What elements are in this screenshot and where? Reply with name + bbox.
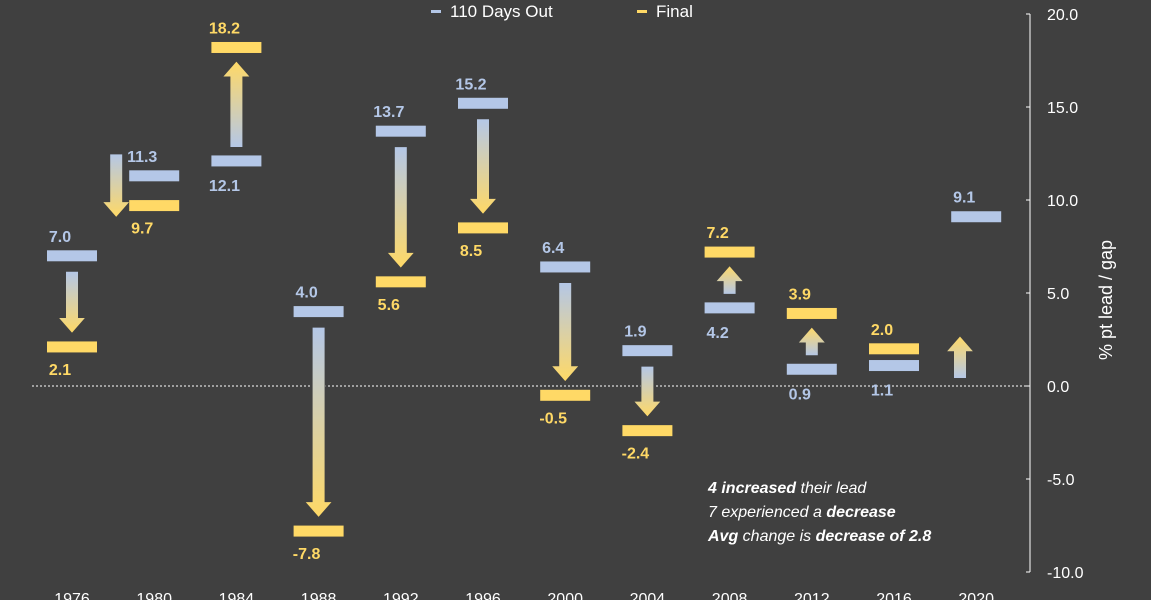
x-tick-label: 2000 — [547, 591, 583, 600]
y-ticks: 20.0 15.0 10.0 5.0 0.0 -5.0 -10.0 — [1026, 7, 1084, 582]
label-final: 9.7 — [131, 221, 153, 238]
label-110-days-out: 13.7 — [373, 104, 404, 121]
label-110-days-out: 4.0 — [295, 285, 317, 302]
marker-final — [375, 276, 426, 288]
y-tick-label: 15.0 — [1047, 100, 1078, 117]
label-110-days-out: 9.1 — [953, 190, 975, 207]
label-final: 3.9 — [789, 286, 811, 303]
marker-110-days-out — [375, 125, 426, 137]
marker-final — [47, 341, 97, 353]
x-tick-label: 2008 — [712, 591, 748, 600]
label-final: -7.8 — [293, 546, 321, 563]
arrow-down — [550, 281, 581, 383]
label-110-days-out: 11.3 — [127, 149, 157, 166]
marker-final — [129, 200, 180, 212]
x-tick-label: 1988 — [301, 591, 337, 600]
x-tick-label: 2012 — [794, 591, 830, 600]
x-tick-label: 1980 — [136, 591, 172, 600]
marker-final — [540, 389, 591, 401]
note-line-2: 7 experienced a decrease — [708, 504, 896, 521]
y-tick-label: -10.0 — [1047, 565, 1084, 582]
note-line-3: Avg change is decrease of 2.8 — [707, 528, 931, 545]
label-110-days-out: 15.2 — [455, 76, 486, 93]
note-line-3-mid: change is — [738, 528, 815, 545]
marker-final — [786, 307, 837, 319]
marker-final — [622, 425, 673, 437]
marker-110-days-out — [951, 211, 1002, 223]
summary-notes: 4 increased their lead 7 experienced a d… — [707, 480, 931, 545]
label-110-days-out: 1.9 — [624, 324, 646, 341]
marker-110-days-out — [211, 155, 262, 167]
marker-final — [293, 525, 344, 537]
x-tick-label: 1992 — [383, 591, 419, 600]
x-ticks: 1976 1980 1984 1988 1992 1996 2000 2004 2008 2012… — [54, 591, 994, 600]
legend-label-110-days-out: 110 Days Out — [450, 2, 553, 21]
label-110-days-out: 1.1 — [871, 383, 893, 400]
arrow-up — [714, 264, 745, 295]
marker-110-days-out — [704, 302, 755, 314]
y-tick-label: 5.0 — [1047, 286, 1069, 303]
note-line-3-start: Avg — [707, 528, 738, 545]
legend-swatch-110-days-out — [431, 10, 441, 13]
note-line-2-bold: decrease — [826, 504, 895, 521]
marker-110-days-out — [293, 306, 344, 318]
label-final: 7.2 — [706, 225, 728, 242]
marker-110-days-out — [622, 345, 673, 357]
arrow-down — [467, 118, 499, 216]
arrow-up — [796, 326, 827, 357]
y-axis-title: % pt lead / gap — [1096, 240, 1116, 360]
y-tick-label: 10.0 — [1047, 193, 1078, 210]
y-tick-label: -5.0 — [1047, 472, 1075, 489]
label-final: 2.1 — [49, 362, 71, 379]
arrow-down — [385, 146, 416, 270]
dumbbell-marks: 7.0 2.1 11.3 9.7 12.1 18.2 4.0 -7.8 13.7 5.6 15.2 8… — [47, 20, 1002, 563]
arrow-up — [221, 60, 252, 148]
legend-label-final: Final — [656, 2, 693, 21]
label-final: 2.0 — [871, 322, 893, 339]
label-110-days-out: 4.2 — [706, 325, 728, 342]
marker-final — [704, 246, 755, 258]
note-line-3-bold: decrease of 2.8 — [816, 528, 932, 545]
arrow-down — [632, 365, 663, 418]
arrow-up — [944, 335, 976, 380]
x-tick-label: 2004 — [630, 591, 666, 600]
y-tick-label: 20.0 — [1047, 7, 1078, 24]
marker-110-days-out — [786, 363, 837, 375]
marker-110-days-out — [458, 97, 508, 109]
label-final: 18.2 — [209, 20, 240, 37]
label-110-days-out: 12.1 — [209, 178, 240, 195]
marker-final — [458, 222, 508, 234]
label-final: 5.6 — [378, 297, 400, 314]
legend: 110 Days Out Final — [431, 2, 693, 21]
note-line-1: 4 increased their lead — [707, 480, 867, 497]
label-final: 8.5 — [460, 243, 482, 260]
label-110-days-out: 0.9 — [789, 386, 811, 403]
marker-110-days-out — [47, 250, 97, 262]
label-110-days-out: 7.0 — [49, 229, 71, 246]
x-tick-label: 2020 — [958, 591, 994, 600]
marker-110-days-out — [129, 170, 180, 182]
note-line-2-start: 7 experienced a — [708, 504, 826, 521]
legend-swatch-final — [637, 10, 647, 13]
marker-final — [211, 41, 262, 53]
label-final: -0.5 — [539, 410, 567, 427]
x-tick-label: 1976 — [54, 591, 90, 600]
arrow-down — [56, 270, 88, 335]
note-line-1-rest: their lead — [796, 480, 867, 497]
label-110-days-out: 6.4 — [542, 240, 564, 257]
x-tick-label: 1996 — [465, 591, 501, 600]
x-tick-label: 1984 — [219, 591, 255, 600]
y-tick-label: 0.0 — [1047, 379, 1069, 396]
arrow-down — [101, 153, 132, 219]
label-final: -2.4 — [622, 446, 650, 463]
x-tick-label: 2016 — [876, 591, 912, 600]
arrow-down — [303, 326, 334, 519]
marker-110-days-out — [540, 261, 591, 273]
note-line-1-bold: 4 increased — [707, 480, 797, 497]
marker-final — [869, 343, 919, 355]
marker-110-days-out — [869, 360, 919, 372]
